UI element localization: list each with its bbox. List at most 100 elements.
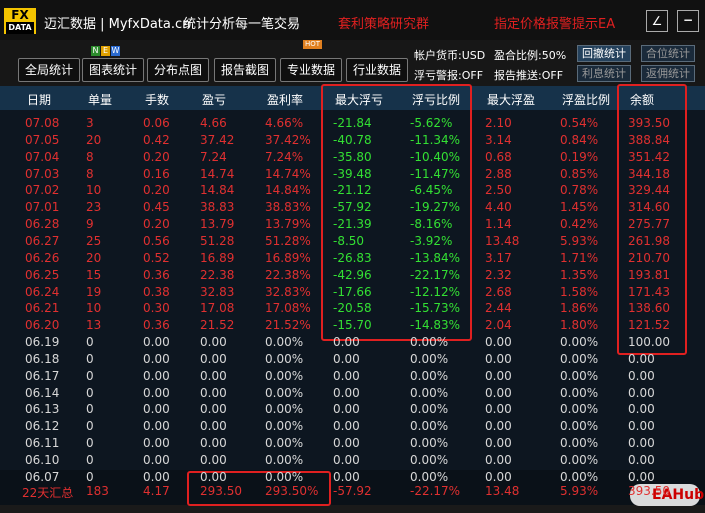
table-cell: -42.96 — [333, 267, 372, 282]
table-cell: 1.35% — [560, 267, 599, 282]
stat-button[interactable]: 回撤统计 — [577, 45, 631, 62]
logo-text: DATA — [6, 22, 34, 34]
toolbar-button[interactable]: 报告截图 — [214, 58, 277, 82]
summary-cell: 293.50% — [265, 484, 319, 498]
stat-button[interactable]: 返佣统计 — [641, 65, 695, 82]
toolbar-button[interactable]: 全局统计 — [18, 58, 81, 82]
table-cell: 0.45 — [143, 200, 170, 215]
table-cell: 14.74% — [265, 166, 311, 181]
table-cell: -20.58 — [333, 301, 372, 316]
table-cell: 0.00 — [143, 368, 170, 383]
table-cell: 21.52% — [265, 318, 311, 333]
table-cell: 0.00% — [265, 453, 304, 467]
table-cell: 0.00 — [628, 469, 655, 484]
table-cell: 06.19 — [25, 335, 60, 350]
slogan: 统计分析每一笔交易 — [183, 17, 301, 32]
table-cell: -13.84% — [410, 250, 461, 265]
table-cell: 0.00% — [410, 368, 449, 383]
table-cell: -57.92 — [333, 200, 372, 215]
table-cell: 138.60 — [628, 301, 670, 316]
table-cell: 0.00 — [333, 335, 360, 350]
link[interactable]: 指定价格报警提示EA — [494, 17, 616, 32]
account-info: 帐户货币:USD — [414, 49, 486, 62]
toolbar-button[interactable]: 分布点图 — [147, 58, 210, 82]
column-header: 浮亏比例 — [412, 93, 461, 107]
table-cell: 20 — [86, 132, 102, 147]
table-cell: 06.13 — [25, 402, 60, 417]
summary-cell: 22天汇总 — [22, 486, 74, 500]
table-cell: 0.00 — [485, 402, 512, 417]
minimize-button[interactable]: − — [677, 10, 699, 32]
table-cell: 07.02 — [25, 183, 60, 198]
highlight-box — [187, 471, 331, 506]
table-cell: 06.25 — [25, 267, 60, 282]
table-cell: 0.00 — [143, 385, 170, 400]
table-cell: 275.77 — [628, 217, 670, 232]
table-cell: 13.79 — [200, 217, 235, 232]
table-cell: 32.83 — [200, 284, 235, 299]
table-cell: 0.84% — [560, 132, 599, 147]
table-cell: -3.92% — [410, 233, 453, 248]
account-info: 浮亏警报:OFF — [414, 69, 484, 82]
table-cell: 17.08% — [265, 301, 311, 316]
table-cell: 0.00 — [200, 453, 227, 467]
table-cell: 0.68 — [485, 149, 512, 164]
stat-button[interactable]: 合位统计 — [641, 45, 695, 62]
table-cell: 0.00 — [333, 368, 360, 383]
table-cell: 0.00 — [333, 351, 360, 366]
table-cell: 0.16 — [143, 166, 170, 181]
logo-text: FX — [11, 8, 29, 22]
table-cell: 21.52 — [200, 318, 235, 333]
account-info: 报告推送:OFF — [494, 69, 564, 82]
table-cell: -17.66 — [333, 284, 372, 299]
table-cell: 38.83% — [265, 200, 311, 215]
table-cell: 06.17 — [25, 368, 60, 383]
table-cell: 1.86% — [560, 301, 599, 316]
table-cell: 2.04 — [485, 318, 512, 333]
table-cell: 0.54% — [560, 116, 599, 130]
table-cell: 14.84 — [200, 183, 235, 198]
stat-button[interactable]: 利息统计 — [577, 65, 631, 82]
table-cell: 0.36 — [143, 318, 170, 333]
table-cell: 07.08 — [25, 116, 60, 130]
table-cell: 0.00 — [485, 419, 512, 434]
table-cell: -35.80 — [333, 149, 372, 164]
toolbar-button[interactable]: 专业数据 — [280, 58, 343, 82]
table-cell: 344.18 — [628, 166, 670, 181]
table-cell: 0.00% — [265, 385, 304, 400]
table-cell: 23 — [86, 200, 102, 215]
new-badge: W — [111, 46, 120, 56]
table-cell: 210.70 — [628, 250, 670, 265]
table-cell: 25 — [86, 233, 102, 248]
column-header: 浮盈比例 — [562, 93, 611, 107]
table-cell: 0.00 — [485, 385, 512, 400]
table-cell: 0.30 — [143, 301, 170, 316]
toolbar-button[interactable]: 图表统计 — [82, 58, 145, 82]
toolbar-button[interactable]: 行业数据 — [346, 58, 409, 82]
table-cell: 0.00% — [410, 469, 449, 484]
table-cell: 9 — [86, 217, 94, 232]
link[interactable]: 套利策略研究群 — [338, 17, 430, 32]
table-cell: -40.78 — [333, 132, 372, 147]
summary-cell: 13.48 — [485, 484, 520, 498]
table-cell: 0 — [86, 436, 94, 451]
bottom-strip — [0, 505, 705, 513]
table-cell: 07.01 — [25, 200, 60, 215]
table-cell: -14.83% — [410, 318, 461, 333]
table-cell: 0.00% — [560, 436, 599, 451]
table-cell: 0.20 — [143, 149, 170, 164]
table-cell: 193.81 — [628, 267, 670, 282]
table-cell: -21.39 — [333, 217, 372, 232]
table-cell: 0.38 — [143, 284, 170, 299]
table-cell: 0.00% — [560, 453, 599, 467]
table-cell: 0.00 — [200, 368, 227, 383]
table-cell: 0 — [86, 351, 94, 366]
table-cell: 8 — [86, 166, 94, 181]
table-cell: 0.42 — [143, 132, 170, 147]
table-cell: 0.00 — [200, 335, 227, 350]
table-cell: 0.00% — [410, 453, 449, 467]
table-cell: 7.24% — [265, 149, 304, 164]
edit-button[interactable]: ∠ — [646, 10, 668, 32]
table-cell: 06.26 — [25, 250, 60, 265]
new-badge: E — [101, 46, 110, 56]
